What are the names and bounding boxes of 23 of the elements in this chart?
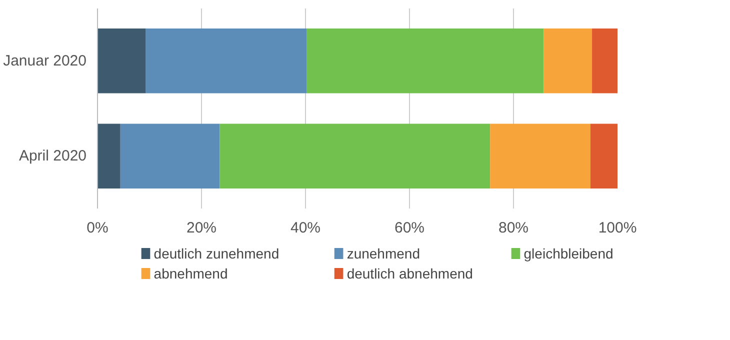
x-tick-label: 100%	[598, 220, 637, 236]
legend-label: zunehmend	[346, 246, 420, 262]
y-tick-label: April 2020	[18, 148, 87, 165]
legend-label: deutlich abnehmend	[346, 266, 473, 282]
bar	[544, 28, 592, 94]
bar	[590, 124, 618, 188]
bar	[98, 28, 146, 94]
legend-label: deutlich zunehmend	[154, 246, 280, 262]
bar	[220, 124, 490, 188]
x-tick-label: 60%	[394, 220, 425, 236]
bar	[98, 124, 120, 188]
legend-label: abnehmend	[154, 266, 228, 282]
x-tick-label: 0%	[86, 220, 108, 236]
x-tick-label: 80%	[498, 220, 529, 236]
x-tick-label: 20%	[186, 220, 217, 236]
x-tick-label: 40%	[290, 220, 321, 236]
bar	[490, 124, 590, 188]
y-tick-label: Januar 2020	[3, 52, 87, 70]
bar	[120, 124, 220, 188]
legend-label: gleichbleibend	[524, 246, 614, 262]
bar	[592, 28, 618, 94]
bar	[146, 28, 307, 94]
bar	[306, 28, 544, 94]
